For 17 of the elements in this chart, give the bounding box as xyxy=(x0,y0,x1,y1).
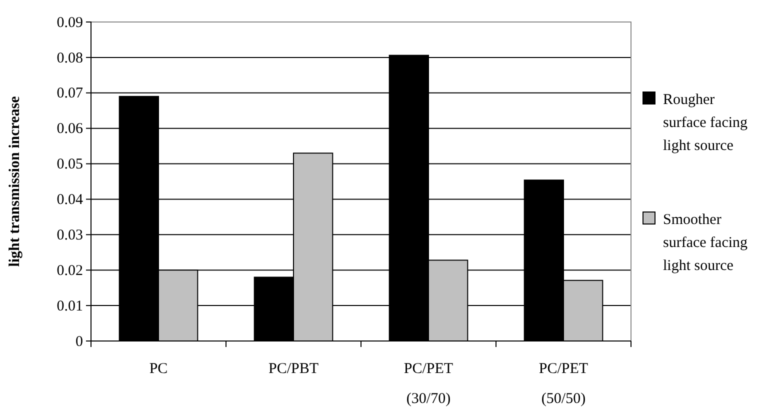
legend-label: Rougher surface facing light source xyxy=(663,92,748,154)
y-tick-label: 0.06 xyxy=(56,121,84,138)
y-tick-label: 0.03 xyxy=(56,227,83,244)
y-tick-label: 0.07 xyxy=(56,86,84,102)
x-tick-label: PC/PET (50/50) xyxy=(538,361,588,407)
y-tick-label: 0 xyxy=(76,334,83,350)
legend-label: Smoother surface facing light source xyxy=(663,212,748,274)
y-axis-title: light transmission increase xyxy=(7,96,23,267)
y-tick-label: 0.09 xyxy=(56,14,83,31)
y-tick-label: 0.02 xyxy=(56,262,83,279)
x-tick-label: PC xyxy=(149,361,168,377)
x-tick-label: PC/PBT xyxy=(268,361,319,377)
y-tick-label: 0.05 xyxy=(56,156,83,173)
y-tick-label: 0.01 xyxy=(56,298,83,314)
x-tick-label: PC/PET (30/70) xyxy=(404,361,454,407)
y-tick-label: 0.08 xyxy=(56,50,83,66)
y-tick-label: 0.04 xyxy=(56,192,84,208)
